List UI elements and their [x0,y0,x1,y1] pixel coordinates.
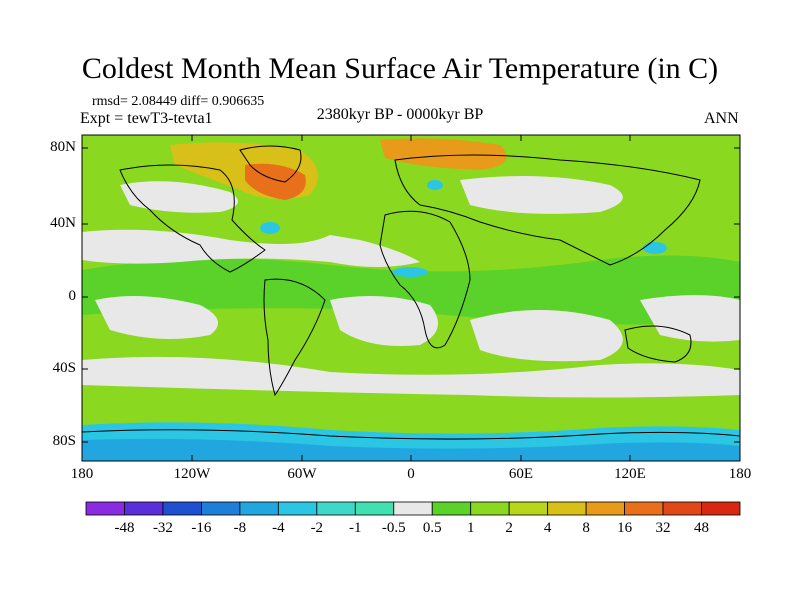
lat-label-80s: 80S [52,433,76,449]
field-cold-patch [643,242,667,254]
colorbar-swatch [585,501,625,516]
colorbar-label: -4 [272,520,285,536]
colorbar-swatch [85,501,125,516]
lon-label-180e: 180 [728,466,752,482]
lat-label-40n: 40N [50,215,76,231]
colorbar-swatch [547,501,587,516]
colorbar-label: 48 [694,520,710,536]
colorbar-label: 32 [655,520,671,536]
colorbar-swatch [277,501,318,516]
stats-label: rmsd= 2.08449 diff= 0.906635 [92,94,265,109]
period-label: 2380kyr BP - 0000kyr BP [316,106,484,123]
field-neutral-southern-ocean [82,356,740,398]
coast-eurasia [394,154,701,266]
colorbar-label: -16 [191,520,212,536]
colorbar-swatch [162,501,202,516]
colorbar-swatch [508,501,549,516]
colorbar-label: -32 [152,520,173,536]
field-neutral-north-pacific [82,229,420,267]
lat-label-0: 0 [68,288,77,304]
colorbar-label: -2 [310,520,324,536]
field-colder-antarctica [82,438,740,461]
field-neutral-indian [470,310,623,362]
field-warm-arctic [380,138,507,170]
colorbar-label: 1 [466,520,475,536]
colorbar-label: 4 [543,520,552,536]
colorbar-swatch [431,501,472,516]
colorbar-swatch [701,501,741,516]
lon-label-0: 0 [407,466,415,482]
coast-australia [624,325,692,363]
lat-label-80n: 80N [50,139,76,155]
colorbar-label: -48 [114,520,135,536]
map-title: Coldest Month Mean Surface Air Temperatu… [81,52,719,85]
lon-label-180w: 180 [70,466,94,482]
colorbar-swatch [316,501,356,516]
field-cold-patch [427,180,443,190]
lon-label-60w: 60W [287,466,317,482]
lon-label-120e: 120E [614,466,646,482]
colorbar-swatch [662,501,702,516]
experiment-label: Expt = tewT3-tevta1 [80,110,213,127]
coast-greenland [239,145,302,183]
colorbar-label: -1 [349,520,362,536]
season-label: ANN [704,110,739,127]
coastlines [82,145,740,440]
lon-ticks [191,135,631,461]
coast-antarctica [82,429,740,440]
field-tropics [82,255,740,325]
colorbar-label: -0.5 [381,520,406,536]
field-neutral-eurasia [460,176,623,214]
field-neutral-west-pacific [640,295,740,342]
colorbar-swatch [393,501,433,516]
colorbar-label: 8 [582,520,590,536]
colorbar-swatch [624,501,664,516]
field-cold-patch [392,267,428,277]
colorbar-swatch [239,501,279,516]
colorbar-swatch [201,501,241,516]
lon-label-120w: 120W [173,466,211,482]
field-neutral-east-pacific [95,296,218,339]
colorbar-swatch [354,501,395,516]
lon-label-60e: 60E [508,466,534,482]
colorbar-swatch [124,501,164,516]
coast-south-america [263,278,326,397]
field-neutral-north-america [120,181,238,213]
field-neutral-atlantic [330,296,438,346]
colorbar-label: -8 [233,520,247,536]
coast-north-america [119,164,266,273]
colorbar-swatch [470,501,510,516]
colorbar [85,501,741,516]
colorbar-label: 0.5 [422,520,442,536]
colorbar-label: 2 [505,520,513,536]
colorbar-label: 16 [617,520,633,536]
coast-africa [379,210,471,349]
lat-ticks [82,147,740,443]
field-cold-patch [260,222,280,234]
temperature-field [82,135,740,461]
lat-label-40s: 40S [52,360,76,376]
